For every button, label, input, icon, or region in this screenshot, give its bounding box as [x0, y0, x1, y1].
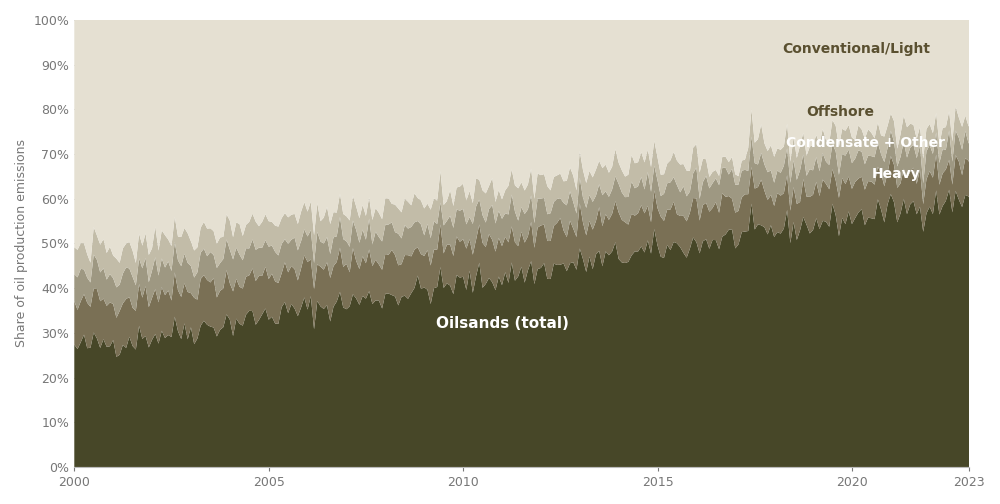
Text: Conventional/Light: Conventional/Light: [782, 42, 930, 56]
Text: Heavy: Heavy: [872, 167, 921, 181]
Y-axis label: Share of oil production emissions: Share of oil production emissions: [15, 140, 28, 347]
Text: Offshore: Offshore: [806, 105, 874, 118]
Text: Oilsands (total): Oilsands (total): [436, 317, 569, 332]
Text: Condensate + Other: Condensate + Other: [786, 136, 945, 150]
